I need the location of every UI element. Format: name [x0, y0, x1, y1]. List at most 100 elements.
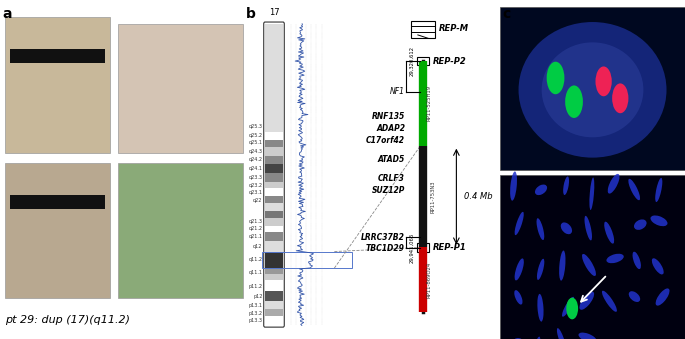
- Text: p13.3: p13.3: [249, 318, 262, 323]
- Text: q21.3: q21.3: [249, 219, 262, 224]
- Ellipse shape: [562, 297, 574, 317]
- Text: REP-P1: REP-P1: [433, 243, 467, 252]
- Bar: [265, 252, 283, 268]
- Ellipse shape: [582, 254, 596, 276]
- Text: 29,941,066: 29,941,066: [409, 232, 414, 263]
- Bar: [265, 226, 283, 232]
- Ellipse shape: [519, 22, 667, 158]
- Ellipse shape: [537, 294, 544, 322]
- Circle shape: [566, 298, 578, 319]
- Bar: [265, 147, 283, 157]
- Text: p11.2: p11.2: [249, 284, 262, 289]
- Ellipse shape: [510, 172, 517, 201]
- Bar: [265, 301, 283, 309]
- Bar: [265, 218, 283, 226]
- Bar: [118, 24, 242, 153]
- Bar: [265, 232, 283, 241]
- Bar: [10, 195, 105, 209]
- Ellipse shape: [628, 179, 640, 200]
- Text: CRLF3: CRLF3: [378, 175, 405, 183]
- Bar: [265, 309, 283, 316]
- Ellipse shape: [514, 212, 524, 235]
- Ellipse shape: [563, 176, 569, 195]
- Text: q25.3: q25.3: [249, 124, 262, 129]
- Bar: [265, 316, 283, 325]
- Ellipse shape: [608, 174, 619, 194]
- Ellipse shape: [536, 218, 545, 240]
- Bar: [5, 163, 110, 298]
- Text: C17orf42: C17orf42: [366, 136, 405, 145]
- Ellipse shape: [561, 222, 572, 234]
- Bar: [412, 21, 434, 38]
- Ellipse shape: [542, 42, 643, 137]
- Text: b: b: [246, 7, 256, 21]
- Text: NF1: NF1: [390, 87, 405, 96]
- Bar: [265, 188, 283, 196]
- Bar: [265, 274, 283, 280]
- Text: RNF135: RNF135: [372, 113, 405, 121]
- Text: RP11-869O24: RP11-869O24: [427, 262, 432, 298]
- Text: q11.2: q11.2: [249, 257, 262, 262]
- Text: pt 29: dup (17)(q11.2): pt 29: dup (17)(q11.2): [5, 315, 130, 325]
- Ellipse shape: [656, 288, 669, 306]
- Bar: [500, 7, 685, 170]
- Ellipse shape: [537, 259, 545, 280]
- Text: q24.2: q24.2: [249, 157, 262, 162]
- Ellipse shape: [602, 291, 617, 312]
- Text: q24.1: q24.1: [249, 166, 262, 171]
- Text: p12: p12: [253, 294, 262, 299]
- Ellipse shape: [606, 254, 624, 263]
- Bar: [265, 24, 283, 132]
- Ellipse shape: [535, 184, 547, 195]
- Text: REP-P2: REP-P2: [433, 57, 467, 65]
- Bar: [265, 132, 283, 140]
- Ellipse shape: [632, 252, 641, 269]
- Ellipse shape: [580, 292, 594, 310]
- Text: 29,320,612: 29,320,612: [409, 46, 414, 76]
- Circle shape: [547, 62, 564, 94]
- Text: q22: q22: [253, 198, 262, 203]
- Bar: [265, 173, 283, 182]
- Text: q21.2: q21.2: [249, 226, 262, 232]
- Text: q23.3: q23.3: [249, 175, 262, 180]
- Text: ATAD5: ATAD5: [377, 155, 405, 164]
- Bar: [265, 241, 283, 252]
- Text: q24.3: q24.3: [249, 149, 262, 155]
- Text: p13.1: p13.1: [249, 303, 262, 308]
- Ellipse shape: [534, 337, 540, 339]
- Bar: [265, 164, 283, 173]
- Bar: [265, 203, 283, 211]
- Bar: [500, 175, 685, 339]
- Bar: [118, 163, 242, 298]
- Ellipse shape: [604, 222, 614, 244]
- Bar: [265, 196, 283, 203]
- Circle shape: [612, 83, 628, 113]
- Ellipse shape: [511, 338, 523, 339]
- Text: p13.2: p13.2: [249, 311, 262, 316]
- Ellipse shape: [589, 178, 595, 210]
- Text: q12: q12: [253, 244, 262, 250]
- Bar: [262, 252, 352, 268]
- Bar: [265, 291, 283, 301]
- Text: q23.2: q23.2: [249, 183, 262, 188]
- Bar: [265, 280, 283, 291]
- Text: RP11-753N3: RP11-753N3: [431, 180, 436, 213]
- Text: a: a: [3, 7, 12, 21]
- Circle shape: [565, 85, 583, 118]
- Text: q11.1: q11.1: [249, 270, 262, 275]
- Text: TBC1D29: TBC1D29: [366, 244, 405, 253]
- Ellipse shape: [652, 258, 664, 275]
- Ellipse shape: [629, 291, 640, 302]
- Ellipse shape: [559, 251, 566, 281]
- Ellipse shape: [584, 216, 592, 240]
- Circle shape: [595, 66, 612, 96]
- Text: RP11-525H19: RP11-525H19: [427, 85, 432, 121]
- Text: 0.4 Mb: 0.4 Mb: [464, 192, 493, 201]
- Ellipse shape: [651, 216, 667, 226]
- Ellipse shape: [656, 178, 662, 202]
- Bar: [10, 49, 105, 63]
- Ellipse shape: [514, 258, 524, 280]
- Text: LRRC37B2: LRRC37B2: [361, 233, 405, 242]
- Ellipse shape: [579, 333, 597, 339]
- Text: ADAP2: ADAP2: [376, 124, 405, 133]
